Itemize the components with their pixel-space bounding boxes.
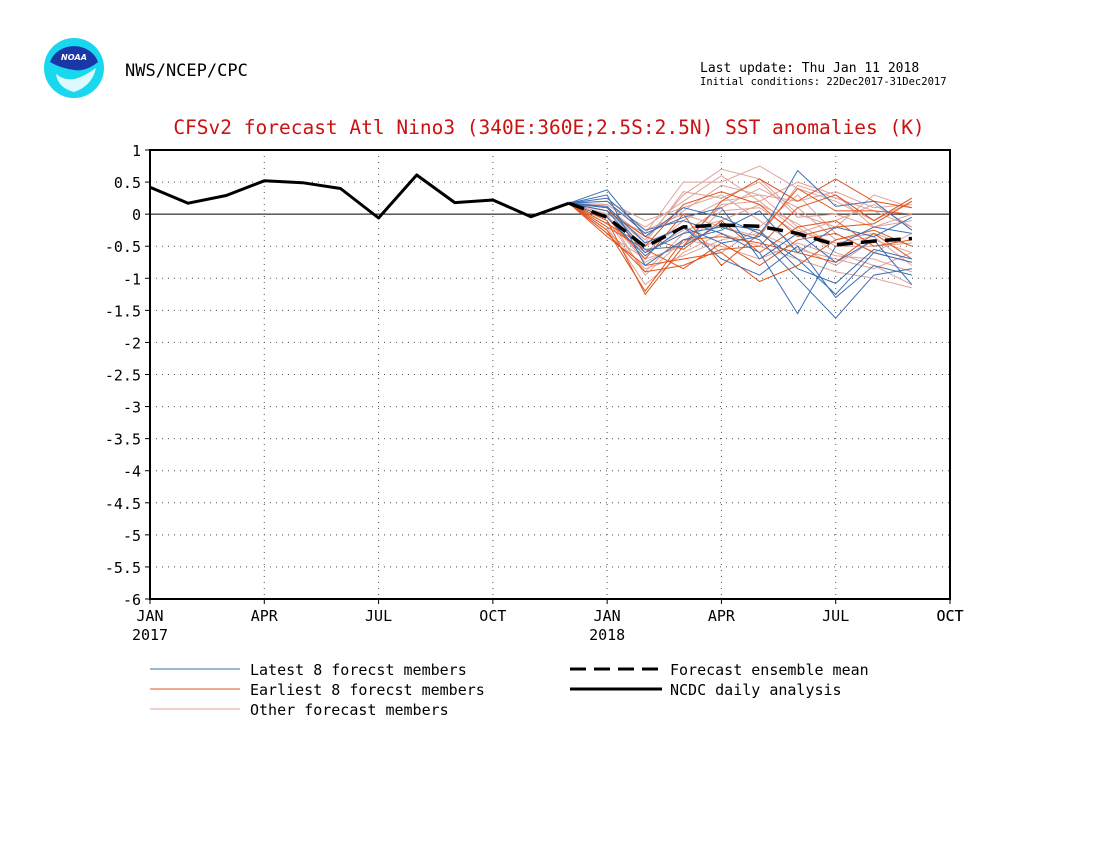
legend-label-analysis: NCDC daily analysis xyxy=(670,681,842,699)
x-tick-label: OCT xyxy=(936,607,963,625)
y-tick-label: -0.5 xyxy=(105,238,141,256)
earliest-member-line xyxy=(568,194,913,273)
other-member-line xyxy=(568,200,913,266)
x-tick-year-label: 2018 xyxy=(589,626,625,644)
legend: Latest 8 forecst members Earliest 8 fore… xyxy=(150,661,869,719)
earliest-members-layer xyxy=(568,178,913,296)
initial-conditions-text: Initial conditions: 22Dec2017-31Dec2017 xyxy=(700,76,947,88)
legend-label-earliest: Earliest 8 forecst members xyxy=(250,681,485,699)
y-tick-label: 0 xyxy=(132,206,141,224)
plot-frame xyxy=(149,149,951,600)
y-tick-label: -4.5 xyxy=(105,495,141,513)
y-tick-label: -6 xyxy=(123,591,141,609)
analysis-and-mean-layer xyxy=(149,173,913,249)
ncdc-analysis-line xyxy=(149,173,570,220)
x-tick-label: OCT xyxy=(479,607,506,625)
x-tick-label: JUL xyxy=(822,607,849,625)
y-tick-label: -4 xyxy=(123,463,141,481)
grid-layer xyxy=(150,150,950,599)
y-tick-label: 0.5 xyxy=(114,174,141,192)
legend-label-latest: Latest 8 forecst members xyxy=(250,661,467,679)
latest-member-line xyxy=(568,200,913,286)
x-tick-year-label: 2017 xyxy=(132,626,168,644)
y-tick-label: -3.5 xyxy=(105,431,141,449)
x-tick-label: JUL xyxy=(365,607,392,625)
latest-member-line xyxy=(568,169,913,257)
y-tick-label: -2 xyxy=(123,334,141,352)
y-tick-label: -3 xyxy=(123,399,141,417)
earliest-member-line xyxy=(568,187,912,267)
y-tick-label: -5.5 xyxy=(105,559,141,577)
latest-members-layer xyxy=(568,169,913,319)
other-member-line xyxy=(568,194,913,267)
y-tick-label: -5 xyxy=(123,527,141,545)
x-tick-label: APR xyxy=(251,607,279,625)
logo-text: NOAA xyxy=(61,53,87,62)
latest-member-line xyxy=(568,197,912,315)
logo-wave-shape xyxy=(56,68,96,92)
noaa-logo: NOAA xyxy=(44,38,104,98)
other-member-line xyxy=(568,202,913,276)
x-tick-label: JAN xyxy=(136,607,163,625)
x-tick-label: JAN xyxy=(594,607,621,625)
earliest-member-line xyxy=(568,178,912,296)
y-axis: 1 0.5 0 -0.5 -1 -1.5 -2 -2.5 -3 -3.5 -4 -4.5 -5 -5.5 -… xyxy=(105,142,150,609)
y-tick-label: -1.5 xyxy=(105,302,141,320)
logo-bird-shape xyxy=(50,46,98,71)
legend-label-mean: Forecast ensemble mean xyxy=(670,661,869,679)
last-update-text: Last update: Thu Jan 11 2018 xyxy=(700,61,919,76)
earliest-member-line xyxy=(568,191,913,247)
y-tick-label: -2.5 xyxy=(105,367,141,385)
x-tick-label: APR xyxy=(708,607,736,625)
chart-title: CFSv2 forecast Atl Nino3 (340E:360E;2.5S… xyxy=(173,116,924,139)
y-tick-label: -1 xyxy=(123,270,141,288)
legend-label-other: Other forecast members xyxy=(250,701,449,719)
latest-member-line xyxy=(568,202,913,284)
earliest-member-line xyxy=(568,202,912,254)
y-tick-label: 1 xyxy=(132,142,141,160)
latest-member-line xyxy=(568,202,913,299)
other-member-line xyxy=(568,202,913,260)
agency-label: NWS/NCEP/CPC xyxy=(125,61,248,81)
x-tick-label: OCT xyxy=(936,607,963,625)
latest-member-line xyxy=(568,189,913,296)
